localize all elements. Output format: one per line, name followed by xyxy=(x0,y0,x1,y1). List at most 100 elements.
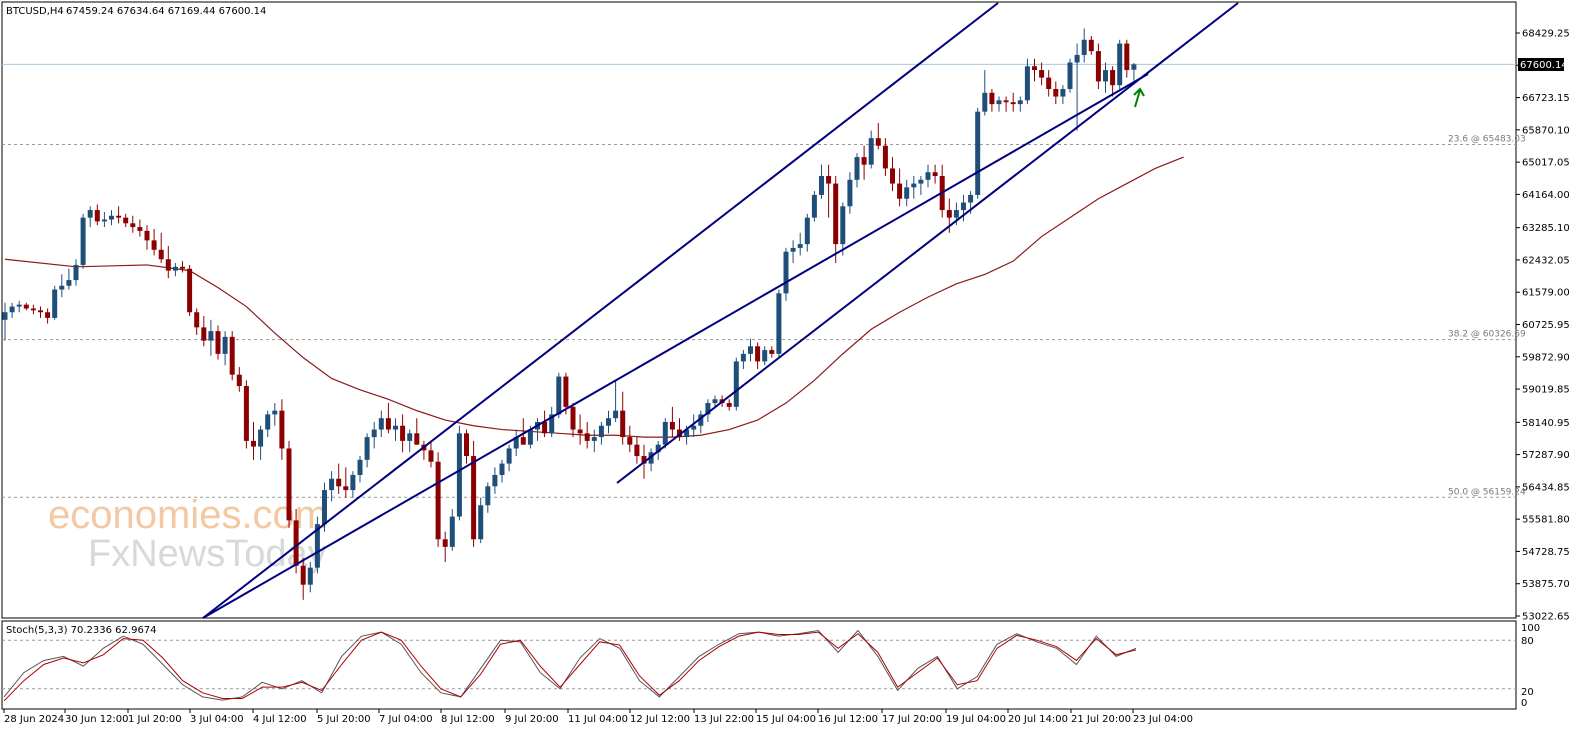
candle xyxy=(733,357,739,411)
y-tick-label: 53022.65 xyxy=(1522,612,1570,623)
candle xyxy=(435,452,441,547)
candle xyxy=(449,509,455,551)
symbol-label: BTCUSD,H4 xyxy=(6,6,64,17)
candle xyxy=(1060,85,1066,105)
candle xyxy=(499,459,505,483)
candle xyxy=(627,425,633,453)
candle xyxy=(73,259,79,286)
candle xyxy=(854,153,860,188)
candle xyxy=(677,418,682,441)
candle xyxy=(38,306,43,318)
candle xyxy=(1074,43,1080,131)
candle xyxy=(1103,62,1108,93)
candle xyxy=(904,179,910,207)
candle xyxy=(101,211,107,228)
candle xyxy=(187,264,193,317)
candle xyxy=(492,467,498,494)
candle xyxy=(1024,58,1030,105)
x-tick-label: 12 Jul 12:00 xyxy=(630,714,690,725)
candle xyxy=(549,406,555,438)
candle xyxy=(591,429,597,453)
y-tick-label: 54728.75 xyxy=(1522,547,1570,558)
candle xyxy=(1046,70,1052,97)
y-tick-label: 60725.95 xyxy=(1522,320,1570,331)
candle xyxy=(634,437,640,464)
candle xyxy=(698,410,704,434)
x-tick-label: 30 Jun 12:00 xyxy=(65,714,129,725)
y-tick-label: 61579.00 xyxy=(1522,288,1570,299)
candle xyxy=(229,331,235,381)
candle xyxy=(378,410,384,438)
candle xyxy=(762,346,768,366)
candle xyxy=(137,219,143,237)
stoch-level-20: 20 xyxy=(1521,687,1534,698)
candle xyxy=(109,210,114,226)
y-tick-label: 58140.95 xyxy=(1522,418,1570,429)
candle xyxy=(215,325,221,360)
candle xyxy=(932,164,938,184)
y-tick-label: 66723.15 xyxy=(1522,93,1570,104)
candle xyxy=(961,194,966,222)
candle xyxy=(740,350,746,369)
candle xyxy=(662,418,668,449)
candle xyxy=(400,414,406,453)
candle xyxy=(87,206,93,228)
candle xyxy=(300,558,306,600)
candle xyxy=(584,421,590,449)
candle xyxy=(265,410,271,438)
candle xyxy=(861,145,867,180)
candle xyxy=(158,232,164,264)
fib-label: 38.2 @ 60326.69 xyxy=(1448,330,1526,340)
candle xyxy=(236,367,242,392)
stoch-level-100: 100 xyxy=(1521,623,1540,634)
candle xyxy=(314,516,320,574)
candle xyxy=(407,429,413,453)
candle xyxy=(620,391,626,445)
candle xyxy=(442,531,448,562)
candle xyxy=(172,263,178,277)
candle xyxy=(989,88,995,112)
candle xyxy=(897,168,903,207)
candle xyxy=(1110,66,1116,97)
channel-line-lower xyxy=(202,73,1149,619)
candle xyxy=(16,300,22,313)
watermark-line2: FxNewsToday xyxy=(88,533,327,575)
candle xyxy=(577,414,583,445)
candle xyxy=(1010,92,1016,112)
candle xyxy=(804,213,810,252)
x-tick-label: 16 Jul 12:00 xyxy=(818,714,878,725)
y-tick-label: 62432.05 xyxy=(1522,255,1570,266)
price-axis: 68429.25 66723.15 65870.10 65017.05 64164.00… xyxy=(1516,29,1570,623)
candle xyxy=(705,399,711,422)
candle xyxy=(506,444,512,472)
channel-lines xyxy=(202,2,1239,619)
candle xyxy=(797,232,803,256)
candle xyxy=(819,164,824,199)
candle xyxy=(456,425,462,521)
candle xyxy=(336,463,342,494)
candle xyxy=(982,70,988,116)
candle xyxy=(201,316,207,347)
candle xyxy=(1117,39,1123,89)
candle xyxy=(513,429,519,457)
candle xyxy=(1095,43,1101,89)
candle xyxy=(783,247,789,301)
candle xyxy=(811,191,817,222)
candle xyxy=(343,467,349,498)
x-tick-label: 15 Jul 04:00 xyxy=(756,714,816,725)
candle xyxy=(485,482,491,513)
candle xyxy=(357,456,363,483)
candle xyxy=(520,418,526,445)
candle xyxy=(606,410,611,434)
candle xyxy=(1067,58,1073,93)
candle xyxy=(180,261,185,273)
candle xyxy=(66,268,72,290)
x-tick-label: 1 Jul 20:00 xyxy=(128,714,182,725)
candle xyxy=(1124,39,1130,78)
candle xyxy=(30,304,36,315)
candle xyxy=(996,96,1002,112)
candle xyxy=(776,289,782,358)
candle xyxy=(2,302,8,341)
x-tick-label: 20 Jul 14:00 xyxy=(1008,714,1068,725)
y-tick-label: 53875.70 xyxy=(1522,579,1570,590)
